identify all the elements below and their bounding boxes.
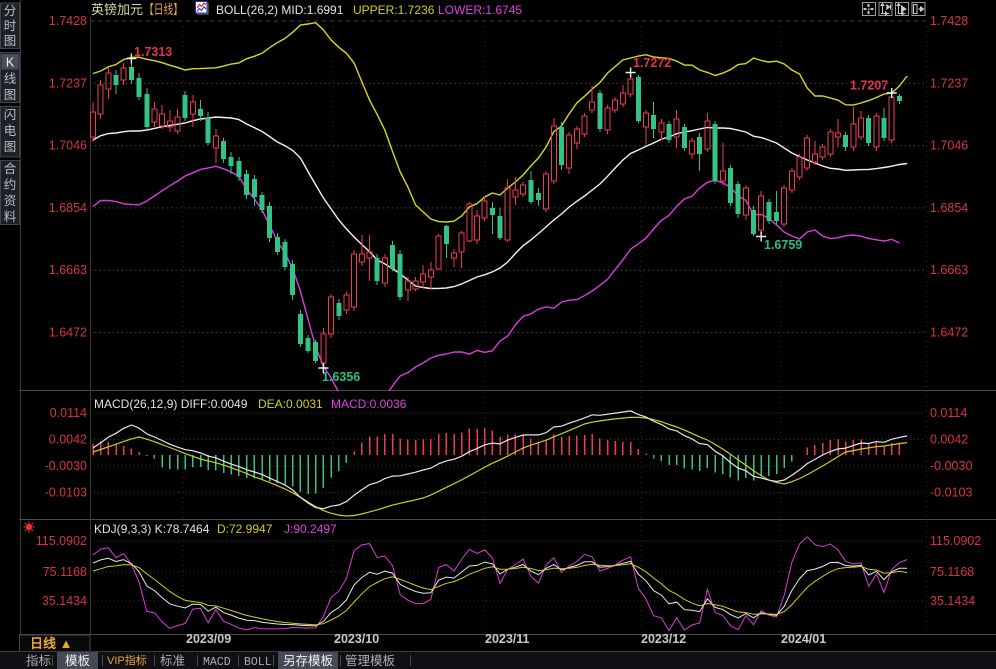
svg-text:分: 分	[4, 4, 17, 18]
svg-text:0.0114: 0.0114	[50, 406, 87, 420]
svg-text:-0.0030: -0.0030	[45, 459, 87, 473]
svg-text:75.1168: 75.1168	[43, 565, 87, 579]
svg-text:线: 线	[4, 72, 17, 86]
svg-text:【日线】: 【日线】	[144, 2, 183, 17]
svg-text:闪: 闪	[4, 108, 17, 122]
svg-text:英镑加元: 英镑加元	[91, 2, 143, 17]
svg-text:-0.0103: -0.0103	[45, 486, 87, 500]
svg-text:1.6759: 1.6759	[764, 238, 802, 252]
svg-text:KDJ(9,3,3) K:78.7464: KDJ(9,3,3) K:78.7464	[94, 522, 210, 536]
svg-text:J:90.2497: J:90.2497	[284, 522, 337, 536]
svg-text:图: 图	[4, 88, 17, 102]
svg-text:35.1434: 35.1434	[42, 594, 87, 608]
svg-text:1.7237: 1.7237	[930, 76, 968, 90]
svg-text:1.6472: 1.6472	[930, 326, 968, 340]
svg-text:图: 图	[4, 140, 17, 154]
svg-text:合: 合	[4, 161, 17, 176]
svg-text:0.0114: 0.0114	[930, 406, 967, 420]
svg-text:1.6356: 1.6356	[322, 370, 360, 384]
svg-text:2024/01: 2024/01	[781, 632, 826, 646]
svg-text:0.0042: 0.0042	[930, 433, 968, 447]
svg-text:BOLL: BOLL	[244, 656, 272, 669]
svg-text:BOLL(26,2) MID:1.6991: BOLL(26,2) MID:1.6991	[216, 3, 344, 17]
svg-text:0.0042: 0.0042	[49, 433, 87, 447]
svg-text:K: K	[6, 56, 15, 70]
svg-text:115.0902: 115.0902	[36, 534, 87, 548]
svg-text:时: 时	[4, 19, 17, 33]
svg-text:管理模板: 管理模板	[345, 653, 396, 668]
svg-text:1.7272: 1.7272	[633, 56, 671, 70]
svg-text:电: 电	[4, 124, 17, 138]
svg-text:MACD:0.0036: MACD:0.0036	[331, 397, 407, 411]
svg-text:2023/09: 2023/09	[186, 632, 231, 646]
svg-text:1.7046: 1.7046	[49, 139, 87, 153]
svg-text:UPPER:1.7236: UPPER:1.7236	[353, 3, 435, 17]
svg-text:1.7428: 1.7428	[930, 14, 968, 28]
svg-text:1.6663: 1.6663	[930, 263, 968, 277]
svg-text:115.0902: 115.0902	[930, 534, 981, 548]
svg-text:另存模板: 另存模板	[283, 654, 334, 668]
svg-text:指标: 指标	[26, 653, 51, 668]
svg-text:标准: 标准	[160, 654, 185, 668]
svg-text:1.7046: 1.7046	[930, 139, 968, 153]
svg-text:2023/11: 2023/11	[485, 632, 530, 646]
svg-text:1.7237: 1.7237	[49, 76, 87, 90]
svg-text:料: 料	[4, 210, 17, 224]
svg-text:-0.0103: -0.0103	[930, 486, 972, 500]
svg-text:约: 约	[4, 177, 17, 192]
svg-text:75.1168: 75.1168	[930, 565, 974, 579]
svg-text:MACD: MACD	[203, 656, 231, 669]
svg-text:LOWER:1.6745: LOWER:1.6745	[438, 3, 522, 17]
svg-text:1.7313: 1.7313	[134, 45, 172, 59]
svg-text:D:72.9947: D:72.9947	[217, 522, 273, 536]
svg-text:图: 图	[4, 34, 17, 48]
svg-text:2023/12: 2023/12	[641, 632, 686, 646]
svg-text:日线 ▲: 日线 ▲	[30, 636, 72, 651]
svg-text:1.6663: 1.6663	[49, 263, 87, 277]
svg-text:DEA:0.0031: DEA:0.0031	[258, 397, 323, 411]
svg-text:VIP指标: VIP指标	[107, 653, 147, 667]
svg-text:模板: 模板	[65, 654, 91, 668]
svg-text:1.6854: 1.6854	[930, 201, 968, 215]
svg-text:1.6854: 1.6854	[49, 201, 87, 215]
svg-text:1.7207: 1.7207	[850, 79, 888, 93]
svg-text:MACD(26,12,9) DIFF:0.0049: MACD(26,12,9) DIFF:0.0049	[94, 397, 248, 411]
svg-text:-0.0030: -0.0030	[930, 459, 972, 473]
svg-text:1.7428: 1.7428	[49, 14, 87, 28]
svg-text:1.6472: 1.6472	[49, 326, 87, 340]
svg-text:2023/10: 2023/10	[334, 632, 379, 646]
svg-text:资: 资	[4, 194, 17, 208]
svg-text:35.1434: 35.1434	[930, 594, 975, 608]
